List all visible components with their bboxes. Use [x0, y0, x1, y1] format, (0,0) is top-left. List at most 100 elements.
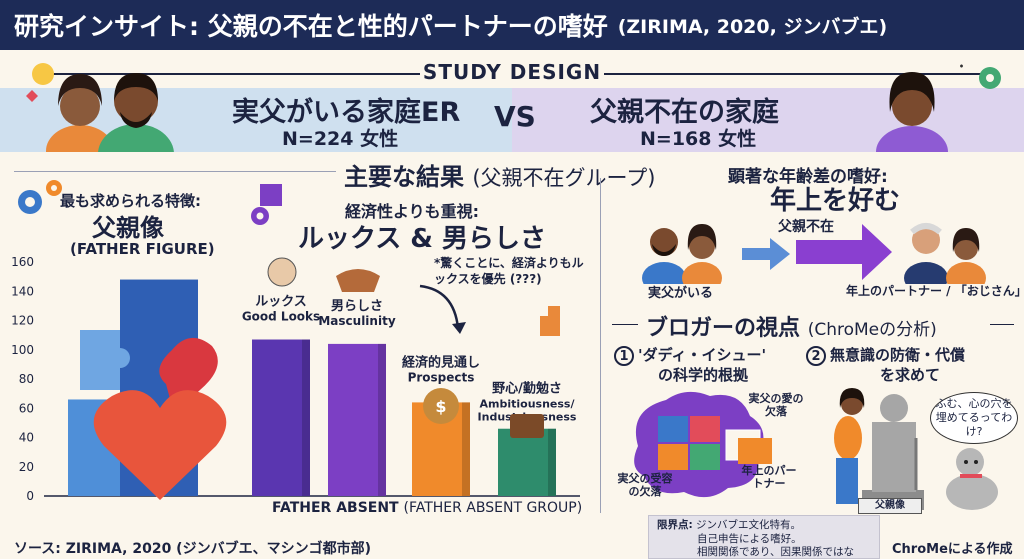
brain-label-older: 年上のパートナー: [741, 464, 797, 491]
results-heading-paren: (父親不在グループ): [472, 166, 656, 190]
brain-label-acceptance: 実父の受容の欠落: [617, 472, 673, 499]
group-right-n: N=168 女性: [640, 128, 757, 150]
x-axis-label: FATHER ABSENT (FATHER ABSENT GROUP): [272, 500, 582, 516]
woman-illustration: [876, 64, 1001, 152]
age-pref-title: 年上を好む: [770, 186, 901, 216]
father-figure-caption: 最も求められる特徴:: [60, 192, 201, 210]
bar-1-label-jp: ルックス: [255, 295, 307, 310]
statue-illustration: [834, 388, 924, 510]
arrow-short-icon: [742, 238, 790, 270]
y-tick-label: 0: [26, 489, 34, 503]
age-pref-arrow-label: 父親不在: [778, 219, 834, 235]
point-2-line2: を求めて: [880, 366, 941, 384]
y-tick-label: 100: [11, 343, 34, 357]
surprise-note: *驚くことに、経済よりもルックスを優先 (???): [434, 256, 584, 286]
smiley-icon: [32, 63, 54, 85]
limitation-2: 自己申告による嗜好。: [697, 532, 802, 545]
blogger-divider-left: [612, 324, 638, 325]
puzzle-small-icon: [540, 306, 560, 336]
design-divider-right: [604, 73, 984, 75]
gears-icon: [18, 180, 62, 214]
point-2-badge: 2: [806, 346, 826, 366]
speech-bubble: ふむ、心の穴を埋めてるってわけ?: [930, 392, 1018, 444]
study-design-label: STUDY DESIGN: [422, 60, 602, 84]
gear-icon: [979, 67, 1001, 89]
muscle-icon: [336, 269, 380, 292]
heart-icon: [93, 390, 227, 500]
arrowhead-icon: [452, 322, 466, 334]
y-tick-label: 120: [11, 314, 34, 328]
bar-3-shade: [462, 402, 470, 496]
age-pref-left-label: 実父がいる: [648, 286, 714, 301]
bar-2-label-en: Masculinity: [318, 314, 395, 328]
vs-label: VS: [494, 100, 536, 133]
brain-puzzle-icon: [634, 391, 772, 498]
poodle-icon: [946, 448, 998, 510]
father-figure-title: 父親像: [92, 214, 164, 242]
couple-illustration: [26, 63, 174, 152]
blogger-point-2: 2 無意識の防衛・代償: [806, 344, 965, 366]
credit-text: ChroMeによる作成: [892, 542, 1013, 557]
limitations-box: 限界点: ジンバブエ文化特有。 自己申告による嗜好。 相関関係であり、因果関係で…: [648, 515, 880, 559]
bar-4-shade: [548, 428, 556, 496]
limitation-3: 相関関係であり、因果関係ではない。: [697, 546, 854, 559]
puzzle-piece-icon: [80, 330, 130, 390]
bar-2-shade: [378, 343, 386, 496]
looks-caption: 経済性よりも重視:: [345, 202, 480, 221]
design-divider-left: [40, 73, 420, 75]
heart-icon: [26, 90, 38, 102]
father-figure-en: (FATHER FIGURE): [70, 240, 215, 258]
x-axis-label-paren: (FATHER ABSENT GROUP): [403, 500, 583, 516]
blogger-heading-paren: (ChroMeの分析): [807, 320, 937, 340]
brain-label-love: 実父の愛の欠落: [748, 392, 804, 419]
age-pref-caption: 顕著な年齢差の嗜好:: [728, 167, 888, 187]
y-tick-label: 20: [19, 460, 34, 474]
point-2-line1: 無意識の防衛・代償: [830, 346, 966, 364]
y-tick-label: 60: [19, 401, 34, 415]
blogger-divider-right: [990, 324, 1014, 325]
title-bar: 研究インサイト: 父親の不在と性的パートナーの嗜好 (ZIRIMA, 2020,…: [0, 0, 1024, 50]
results-chart: 160 140 120 100 80 60 40 20 0 ルックス Good Looks 男らしさ M…: [11, 255, 580, 503]
point-1-line1: 'ダディ・イシュー': [638, 346, 767, 364]
limitations-title: 限界点:: [657, 519, 693, 531]
bar-2-label-jp: 男らしさ: [331, 299, 383, 314]
looks-title: ルックス & 男らしさ: [298, 224, 546, 254]
y-tick-label: 140: [11, 284, 34, 298]
results-heading-text: 主要な結果: [344, 163, 464, 191]
section-divider: [600, 178, 601, 513]
point-1-badge: 1: [614, 346, 634, 366]
age-pref-right-label: 年上のパートナー / 「おじさん」: [846, 284, 1024, 298]
arrow-long-icon: [796, 224, 892, 280]
results-divider-left: [14, 171, 336, 172]
title-citation: (ZIRIMA, 2020, ジンバブエ): [617, 15, 888, 38]
face-icon: [267, 257, 297, 287]
group-left-title: 実父がいる家庭ER: [232, 97, 461, 128]
briefcase-icon: [510, 414, 544, 438]
bar-4: [498, 428, 556, 496]
bar-4-label-en-1: Ambitiousness/: [480, 398, 576, 411]
source-label: ソース: ZIRIMA, 2020 (ジンバブエ、マシンゴ都市部): [14, 541, 371, 557]
blogger-heading: ブロガーの視点 (ChroMeの分析): [646, 310, 937, 342]
puzzle-icon: [251, 184, 282, 225]
bar-3-label-jp: 経済的見通し: [402, 354, 480, 370]
blogger-point-1: 1 'ダディ・イシュー': [614, 344, 766, 366]
dollar-icon: $: [435, 397, 446, 416]
bar-1: [252, 339, 310, 496]
bar-2: [328, 343, 386, 496]
bar-3-label-en: Prospects: [408, 370, 475, 384]
y-tick-label: 80: [19, 372, 34, 386]
group-left-n: N=224 女性: [282, 128, 399, 150]
blogger-heading-text: ブロガーの視点: [646, 316, 801, 341]
source-text: ソース: ZIRIMA, 2020 (ジンバブエ、マシンゴ都市部): [14, 538, 371, 558]
group-right-title: 父親不在の家庭: [590, 97, 779, 128]
point-1-line2: の科学的根拠: [658, 366, 749, 384]
x-axis-label-main: FATHER ABSENT: [272, 500, 399, 516]
page-title: 研究インサイト: 父親の不在と性的パートナーの嗜好: [14, 12, 608, 41]
money-bag-icon: [423, 388, 459, 424]
bar-1-label-en: Good Looks: [242, 310, 320, 324]
bar-4-label-jp: 野心/勤勉さ: [492, 381, 562, 397]
y-tick-label: 40: [19, 431, 34, 445]
limitation-1: ジンバブエ文化特有。: [696, 519, 802, 531]
results-heading: 主要な結果 (父親不在グループ): [344, 157, 656, 192]
